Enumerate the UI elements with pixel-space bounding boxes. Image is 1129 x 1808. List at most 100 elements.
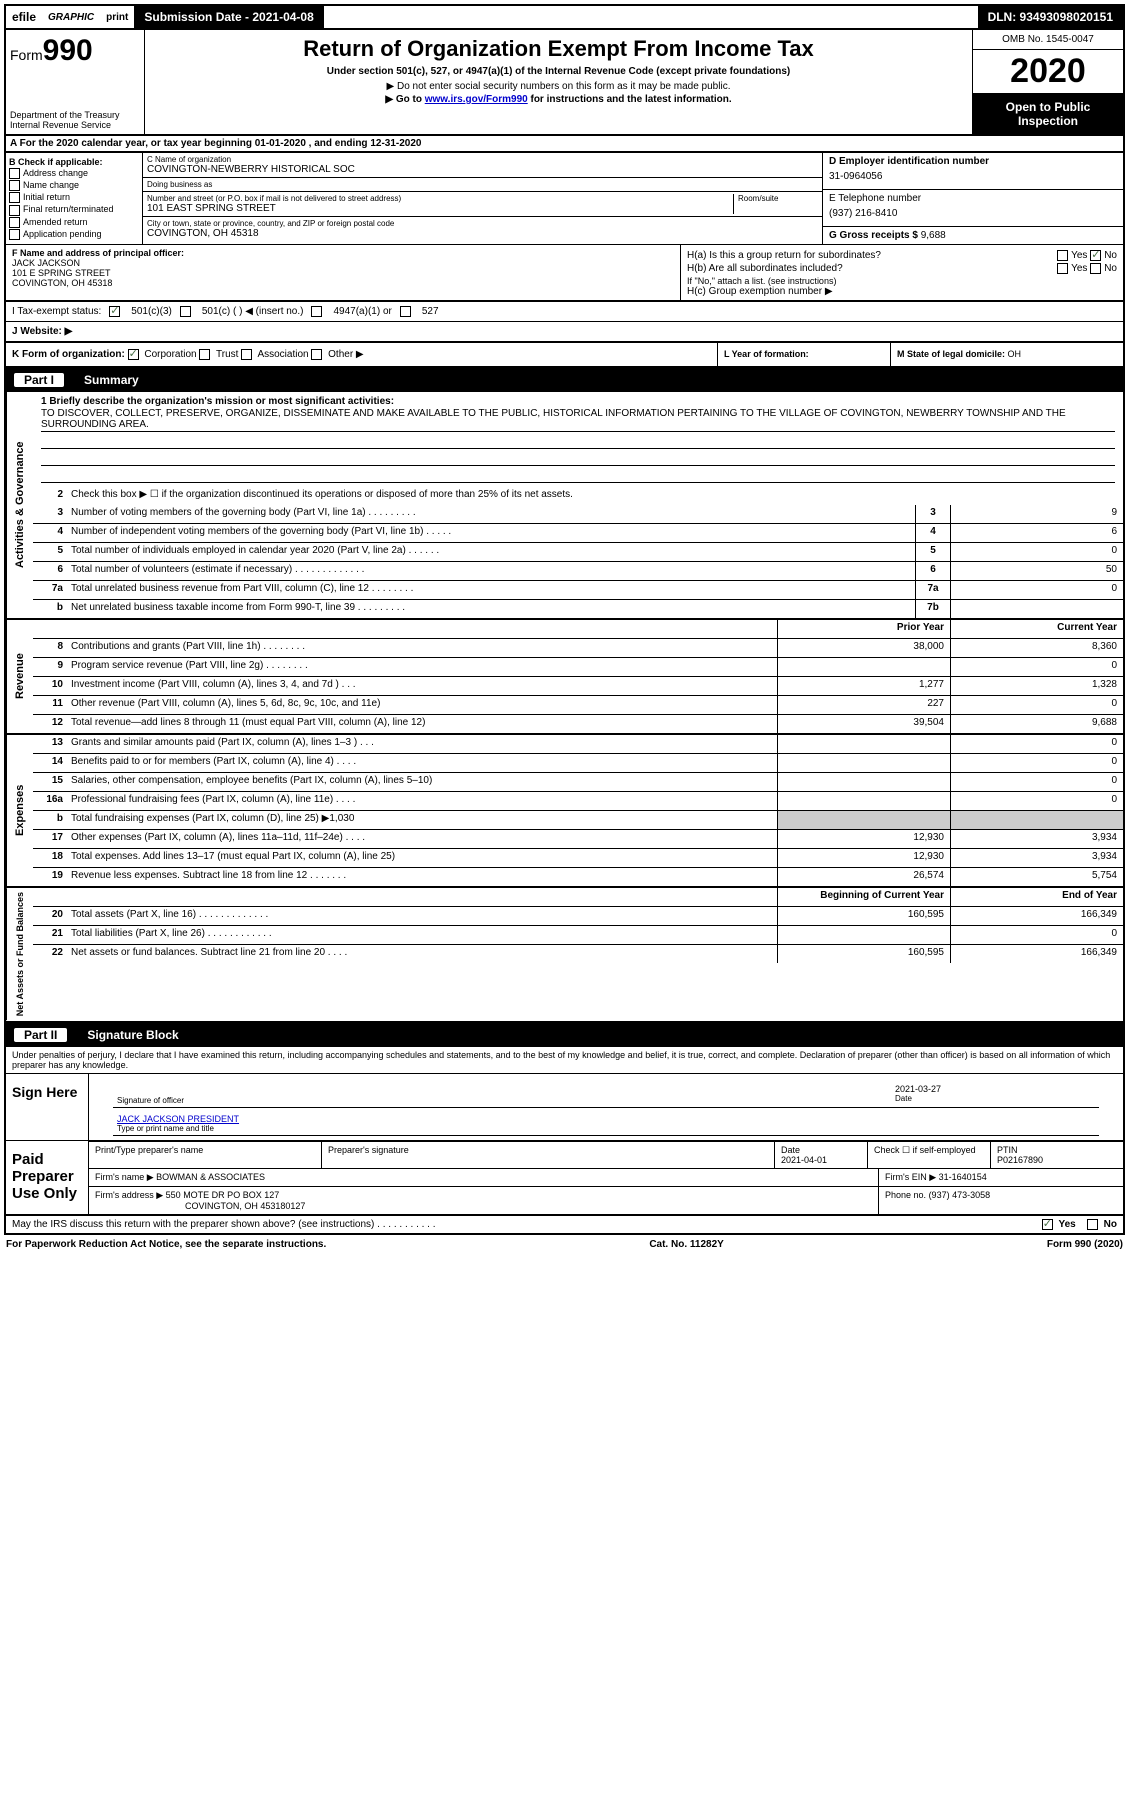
sig-declaration: Under penalties of perjury, I declare th…	[6, 1047, 1123, 1074]
officer-addr2: COVINGTON, OH 45318	[12, 278, 674, 288]
col-current: Current Year	[950, 620, 1123, 638]
part2-header: Part II Signature Block	[4, 1023, 1125, 1047]
dba-label: Doing business as	[147, 180, 212, 189]
submission-date: Submission Date - 2021-04-08	[134, 6, 323, 28]
hb-note: If "No," attach a list. (see instruction…	[687, 276, 1117, 286]
checkbox-final[interactable]	[9, 205, 20, 216]
prep-date: 2021-04-01	[781, 1155, 861, 1165]
exp-line-15: 15Salaries, other compensation, employee…	[33, 773, 1123, 792]
gov-line-4: 4Number of independent voting members of…	[33, 524, 1123, 543]
checkbox-address[interactable]	[9, 168, 20, 179]
subtitle-1: Under section 501(c), 527, or 4947(a)(1)…	[155, 66, 962, 77]
prep-sig-label: Preparer's signature	[322, 1142, 775, 1168]
assoc-checkbox[interactable]	[241, 349, 252, 360]
ha-label: H(a) Is this a group return for subordin…	[687, 250, 881, 261]
officer-label: F Name and address of principal officer:	[12, 248, 184, 258]
527-checkbox[interactable]	[400, 306, 411, 317]
gov-line-b: bNet unrelated business taxable income f…	[33, 600, 1123, 618]
discuss-yes-checkbox[interactable]	[1042, 1219, 1053, 1230]
hb-yes-checkbox[interactable]	[1057, 263, 1068, 274]
city-label: City or town, state or province, country…	[147, 219, 394, 228]
side-gov: Activities & Governance	[6, 392, 33, 618]
col-end: End of Year	[950, 888, 1123, 906]
col-b-checkboxes: B Check if applicable: Address change Na…	[6, 153, 143, 244]
mission-text: TO DISCOVER, COLLECT, PRESERVE, ORGANIZE…	[41, 407, 1115, 432]
subtitle-3: ▶ Go to www.irs.gov/Form990 for instruct…	[155, 94, 962, 105]
paperwork-notice: For Paperwork Reduction Act Notice, see …	[6, 1239, 326, 1250]
checkbox-name[interactable]	[9, 180, 20, 191]
sig-date: 2021-03-27	[895, 1084, 1095, 1094]
rev-line-12: 12Total revenue—add lines 8 through 11 (…	[33, 715, 1123, 733]
dept-treasury: Department of the Treasury Internal Reve…	[10, 110, 140, 130]
checkbox-initial[interactable]	[9, 192, 20, 203]
officer-name: JACK JACKSON	[12, 258, 674, 268]
4947-checkbox[interactable]	[311, 306, 322, 317]
paid-preparer-label: Paid Preparer Use Only	[6, 1141, 89, 1214]
ha-yes-checkbox[interactable]	[1057, 250, 1068, 261]
officer-addr1: 101 E SPRING STREET	[12, 268, 674, 278]
omb-number: OMB No. 1545-0047	[973, 30, 1123, 50]
print-button[interactable]: print	[100, 10, 134, 25]
checkbox-pending[interactable]	[9, 229, 20, 240]
firm-addr-label: Firm's address ▶	[95, 1190, 163, 1200]
checkbox-amended[interactable]	[9, 217, 20, 228]
gov-line-5: 5Total number of individuals employed in…	[33, 543, 1123, 562]
street-address: 101 EAST SPRING STREET	[147, 203, 733, 214]
exp-line-17: 17Other expenses (Part IX, column (A), l…	[33, 830, 1123, 849]
rev-line-9: 9Program service revenue (Part VIII, lin…	[33, 658, 1123, 677]
cat-no: Cat. No. 11282Y	[649, 1239, 723, 1250]
col-prior: Prior Year	[777, 620, 950, 638]
side-rev: Revenue	[6, 620, 33, 733]
org-name: COVINGTON-NEWBERRY HISTORICAL SOC	[147, 164, 818, 175]
part1-header: Part I Summary	[4, 368, 1125, 392]
firm-addr: 550 MOTE DR PO BOX 127	[166, 1190, 280, 1200]
firm-phone-label: Phone no.	[885, 1190, 926, 1200]
graphic-label: GRAPHIC	[42, 10, 100, 25]
trust-checkbox[interactable]	[199, 349, 210, 360]
form-header: Form990 Department of the Treasury Inter…	[4, 30, 1125, 136]
expenses-section: Expenses 13Grants and similar amounts pa…	[4, 735, 1125, 888]
rev-line-10: 10Investment income (Part VIII, column (…	[33, 677, 1123, 696]
exp-line-19: 19Revenue less expenses. Subtract line 1…	[33, 868, 1123, 886]
side-net: Net Assets or Fund Balances	[6, 888, 33, 1020]
room-label: Room/suite	[738, 194, 818, 203]
ha-no-checkbox[interactable]	[1090, 250, 1101, 261]
signature-block: Under penalties of perjury, I declare th…	[4, 1047, 1125, 1216]
other-checkbox[interactable]	[311, 349, 322, 360]
exp-line-18: 18Total expenses. Add lines 13–17 (must …	[33, 849, 1123, 868]
exp-line-14: 14Benefits paid to or for members (Part …	[33, 754, 1123, 773]
gov-line-2: 2Check this box ▶ ☐ if the organization …	[33, 487, 1123, 505]
tax-year: 2020	[973, 50, 1123, 94]
gross-receipts-label: G Gross receipts $	[829, 230, 918, 241]
efile-label[interactable]: efile	[6, 8, 42, 26]
discuss-no-checkbox[interactable]	[1087, 1219, 1098, 1230]
ein-label: D Employer identification number	[829, 156, 989, 167]
hb-no-checkbox[interactable]	[1090, 263, 1101, 274]
prep-name-label: Print/Type preparer's name	[89, 1142, 322, 1168]
netassets-section: Net Assets or Fund Balances Beginning of…	[4, 888, 1125, 1022]
top-bar: efile GRAPHIC print Submission Date - 20…	[4, 4, 1125, 30]
net-line-22: 22Net assets or fund balances. Subtract …	[33, 945, 1123, 963]
side-exp: Expenses	[6, 735, 33, 886]
501c-checkbox[interactable]	[180, 306, 191, 317]
hc-label: H(c) Group exemption number ▶	[687, 286, 1117, 297]
firm-phone: (937) 473-3058	[929, 1190, 991, 1200]
firm-ein: 31-1640154	[939, 1172, 987, 1182]
org-name-label: C Name of organization	[147, 155, 818, 164]
rev-line-8: 8Contributions and grants (Part VIII, li…	[33, 639, 1123, 658]
corp-checkbox[interactable]	[128, 349, 139, 360]
revenue-section: Revenue Prior Year Current Year 8Contrib…	[4, 620, 1125, 735]
mission-label: 1 Briefly describe the organization's mi…	[41, 396, 394, 407]
row-i-tax-status: I Tax-exempt status: 501(c)(3) 501(c) ( …	[4, 302, 1125, 322]
sig-date-label: Date	[895, 1094, 1095, 1103]
officer-name-title[interactable]: JACK JACKSON PRESIDENT	[117, 1114, 239, 1124]
discuss-row: May the IRS discuss this return with the…	[4, 1216, 1125, 1235]
block-fh: F Name and address of principal officer:…	[4, 244, 1125, 302]
gov-line-3: 3Number of voting members of the governi…	[33, 505, 1123, 524]
block-bcdeg: B Check if applicable: Address change Na…	[4, 153, 1125, 244]
form-number: Form990	[10, 34, 140, 68]
city-state-zip: COVINGTON, OH 45318	[147, 228, 394, 239]
self-employed-check: Check ☐ if self-employed	[868, 1142, 991, 1168]
501c3-checkbox[interactable]	[109, 306, 120, 317]
irs-link[interactable]: www.irs.gov/Form990	[425, 94, 528, 105]
